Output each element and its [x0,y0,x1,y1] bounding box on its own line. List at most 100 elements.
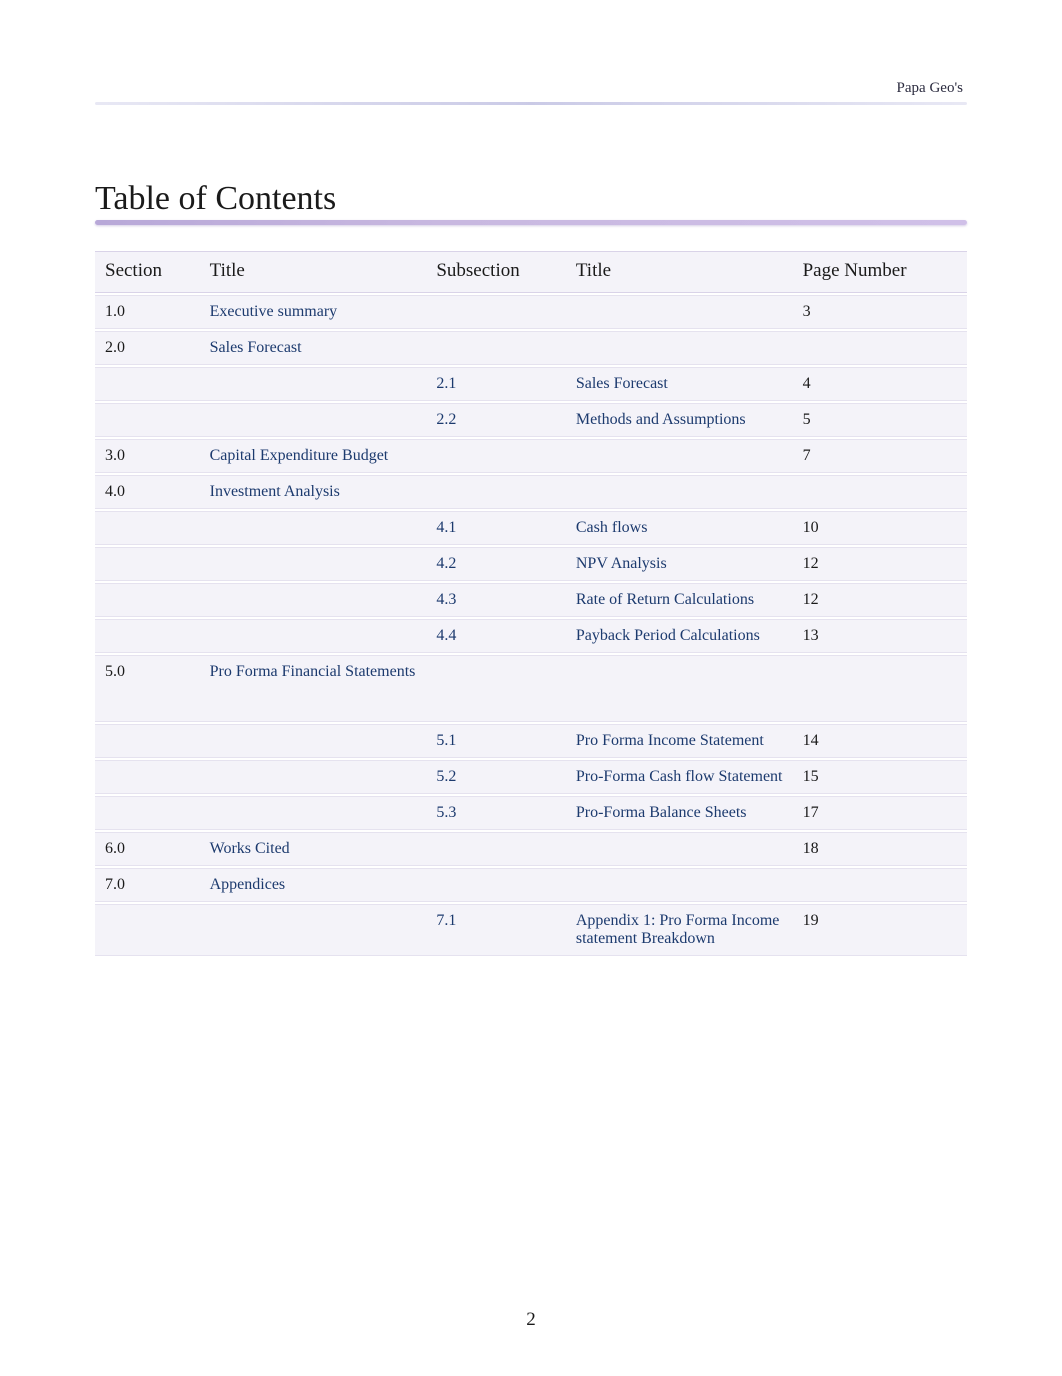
section-cell: 1.0 [95,295,200,329]
page-cell: 18 [793,832,967,866]
table-row: 4.0 Investment Analysis [95,475,967,509]
subtitle-cell [566,475,793,509]
sub-cell: 7.1 [426,904,566,956]
page-cell [793,331,967,365]
section-cell: 7.0 [95,868,200,902]
page-header: Papa Geo's [95,80,967,120]
title-cell[interactable]: Works Cited [200,832,427,866]
title-cell [200,760,427,794]
title-cell[interactable]: Appendices [200,868,427,902]
section-cell [95,367,200,401]
page-cell [793,868,967,902]
title-cell [200,619,427,653]
sub-cell: 2.2 [426,403,566,437]
title-cell [200,511,427,545]
section-cell [95,547,200,581]
table-row: 7.0 Appendices [95,868,967,902]
sub-cell: 2.1 [426,367,566,401]
subtitle-cell[interactable]: Pro-Forma Balance Sheets [566,796,793,830]
table-row: 4.3 Rate of Return Calculations 12 [95,583,967,617]
section-cell [95,403,200,437]
subtitle-cell[interactable]: Pro Forma Income Statement [566,724,793,758]
subtitle-cell[interactable]: Rate of Return Calculations [566,583,793,617]
sub-cell [426,295,566,329]
sub-cell [426,832,566,866]
section-cell: 6.0 [95,832,200,866]
subtitle-cell [566,439,793,473]
page-number: 2 [0,1309,1062,1331]
subtitle-cell[interactable]: Sales Forecast [566,367,793,401]
title-cell[interactable]: Pro Forma Financial Statements [200,655,427,722]
sub-cell: 5.1 [426,724,566,758]
section-cell: 3.0 [95,439,200,473]
header-rule [95,102,967,105]
col-subtitle: Title [566,251,793,293]
table-row: 5.0 Pro Forma Financial Statements [95,655,967,722]
table-row: 2.2 Methods and Assumptions 5 [95,403,967,437]
title-cell [200,904,427,956]
sub-cell [426,475,566,509]
sub-cell [426,655,566,722]
title-cell[interactable]: Investment Analysis [200,475,427,509]
section-cell [95,760,200,794]
table-row: 2.1 Sales Forecast 4 [95,367,967,401]
table-row: 7.1 Appendix 1: Pro Forma Income stateme… [95,904,967,956]
title-cell [200,367,427,401]
page-cell: 12 [793,583,967,617]
col-subsection: Subsection [426,251,566,293]
table-row: 4.4 Payback Period Calculations 13 [95,619,967,653]
subtitle-cell[interactable]: Appendix 1: Pro Forma Income statement B… [566,904,793,956]
section-cell: 5.0 [95,655,200,722]
subtitle-cell [566,655,793,722]
title-cell[interactable]: Sales Forecast [200,331,427,365]
section-cell [95,583,200,617]
section-cell: 4.0 [95,475,200,509]
title-underline [95,220,967,225]
page-cell: 4 [793,367,967,401]
toc-header-row: Section Title Subsection Title Page Numb… [95,251,967,293]
page-cell: 3 [793,295,967,329]
table-row: 6.0 Works Cited 18 [95,832,967,866]
page-cell: 5 [793,403,967,437]
section-cell [95,796,200,830]
page-cell [793,475,967,509]
page-cell: 15 [793,760,967,794]
page-cell: 14 [793,724,967,758]
sub-cell: 5.2 [426,760,566,794]
section-cell [95,619,200,653]
table-row: 4.1 Cash flows 10 [95,511,967,545]
sub-cell [426,331,566,365]
section-cell: 2.0 [95,331,200,365]
subtitle-cell [566,832,793,866]
title-cell[interactable]: Executive summary [200,295,427,329]
page-cell: 10 [793,511,967,545]
sub-cell [426,439,566,473]
title-cell [200,583,427,617]
subtitle-cell[interactable]: Cash flows [566,511,793,545]
page-cell: 12 [793,547,967,581]
page-cell: 17 [793,796,967,830]
page-cell: 19 [793,904,967,956]
col-section: Section [95,251,200,293]
title-cell [200,796,427,830]
title-cell [200,724,427,758]
title-cell [200,547,427,581]
sub-cell: 4.3 [426,583,566,617]
col-page: Page Number [793,251,967,293]
document-page: Papa Geo's Table of Contents Section Tit… [0,0,1062,998]
subtitle-cell [566,868,793,902]
toc-table: Section Title Subsection Title Page Numb… [95,249,967,958]
sub-cell [426,868,566,902]
table-row: 5.2 Pro-Forma Cash flow Statement 15 [95,760,967,794]
sub-cell: 5.3 [426,796,566,830]
title-cell [200,403,427,437]
subtitle-cell[interactable]: Pro-Forma Cash flow Statement [566,760,793,794]
subtitle-cell[interactable]: NPV Analysis [566,547,793,581]
subtitle-cell[interactable]: Payback Period Calculations [566,619,793,653]
table-row: 2.0 Sales Forecast [95,331,967,365]
title-cell[interactable]: Capital Expenditure Budget [200,439,427,473]
table-row: 4.2 NPV Analysis 12 [95,547,967,581]
subtitle-cell[interactable]: Methods and Assumptions [566,403,793,437]
table-row: 5.3 Pro-Forma Balance Sheets 17 [95,796,967,830]
section-cell [95,724,200,758]
